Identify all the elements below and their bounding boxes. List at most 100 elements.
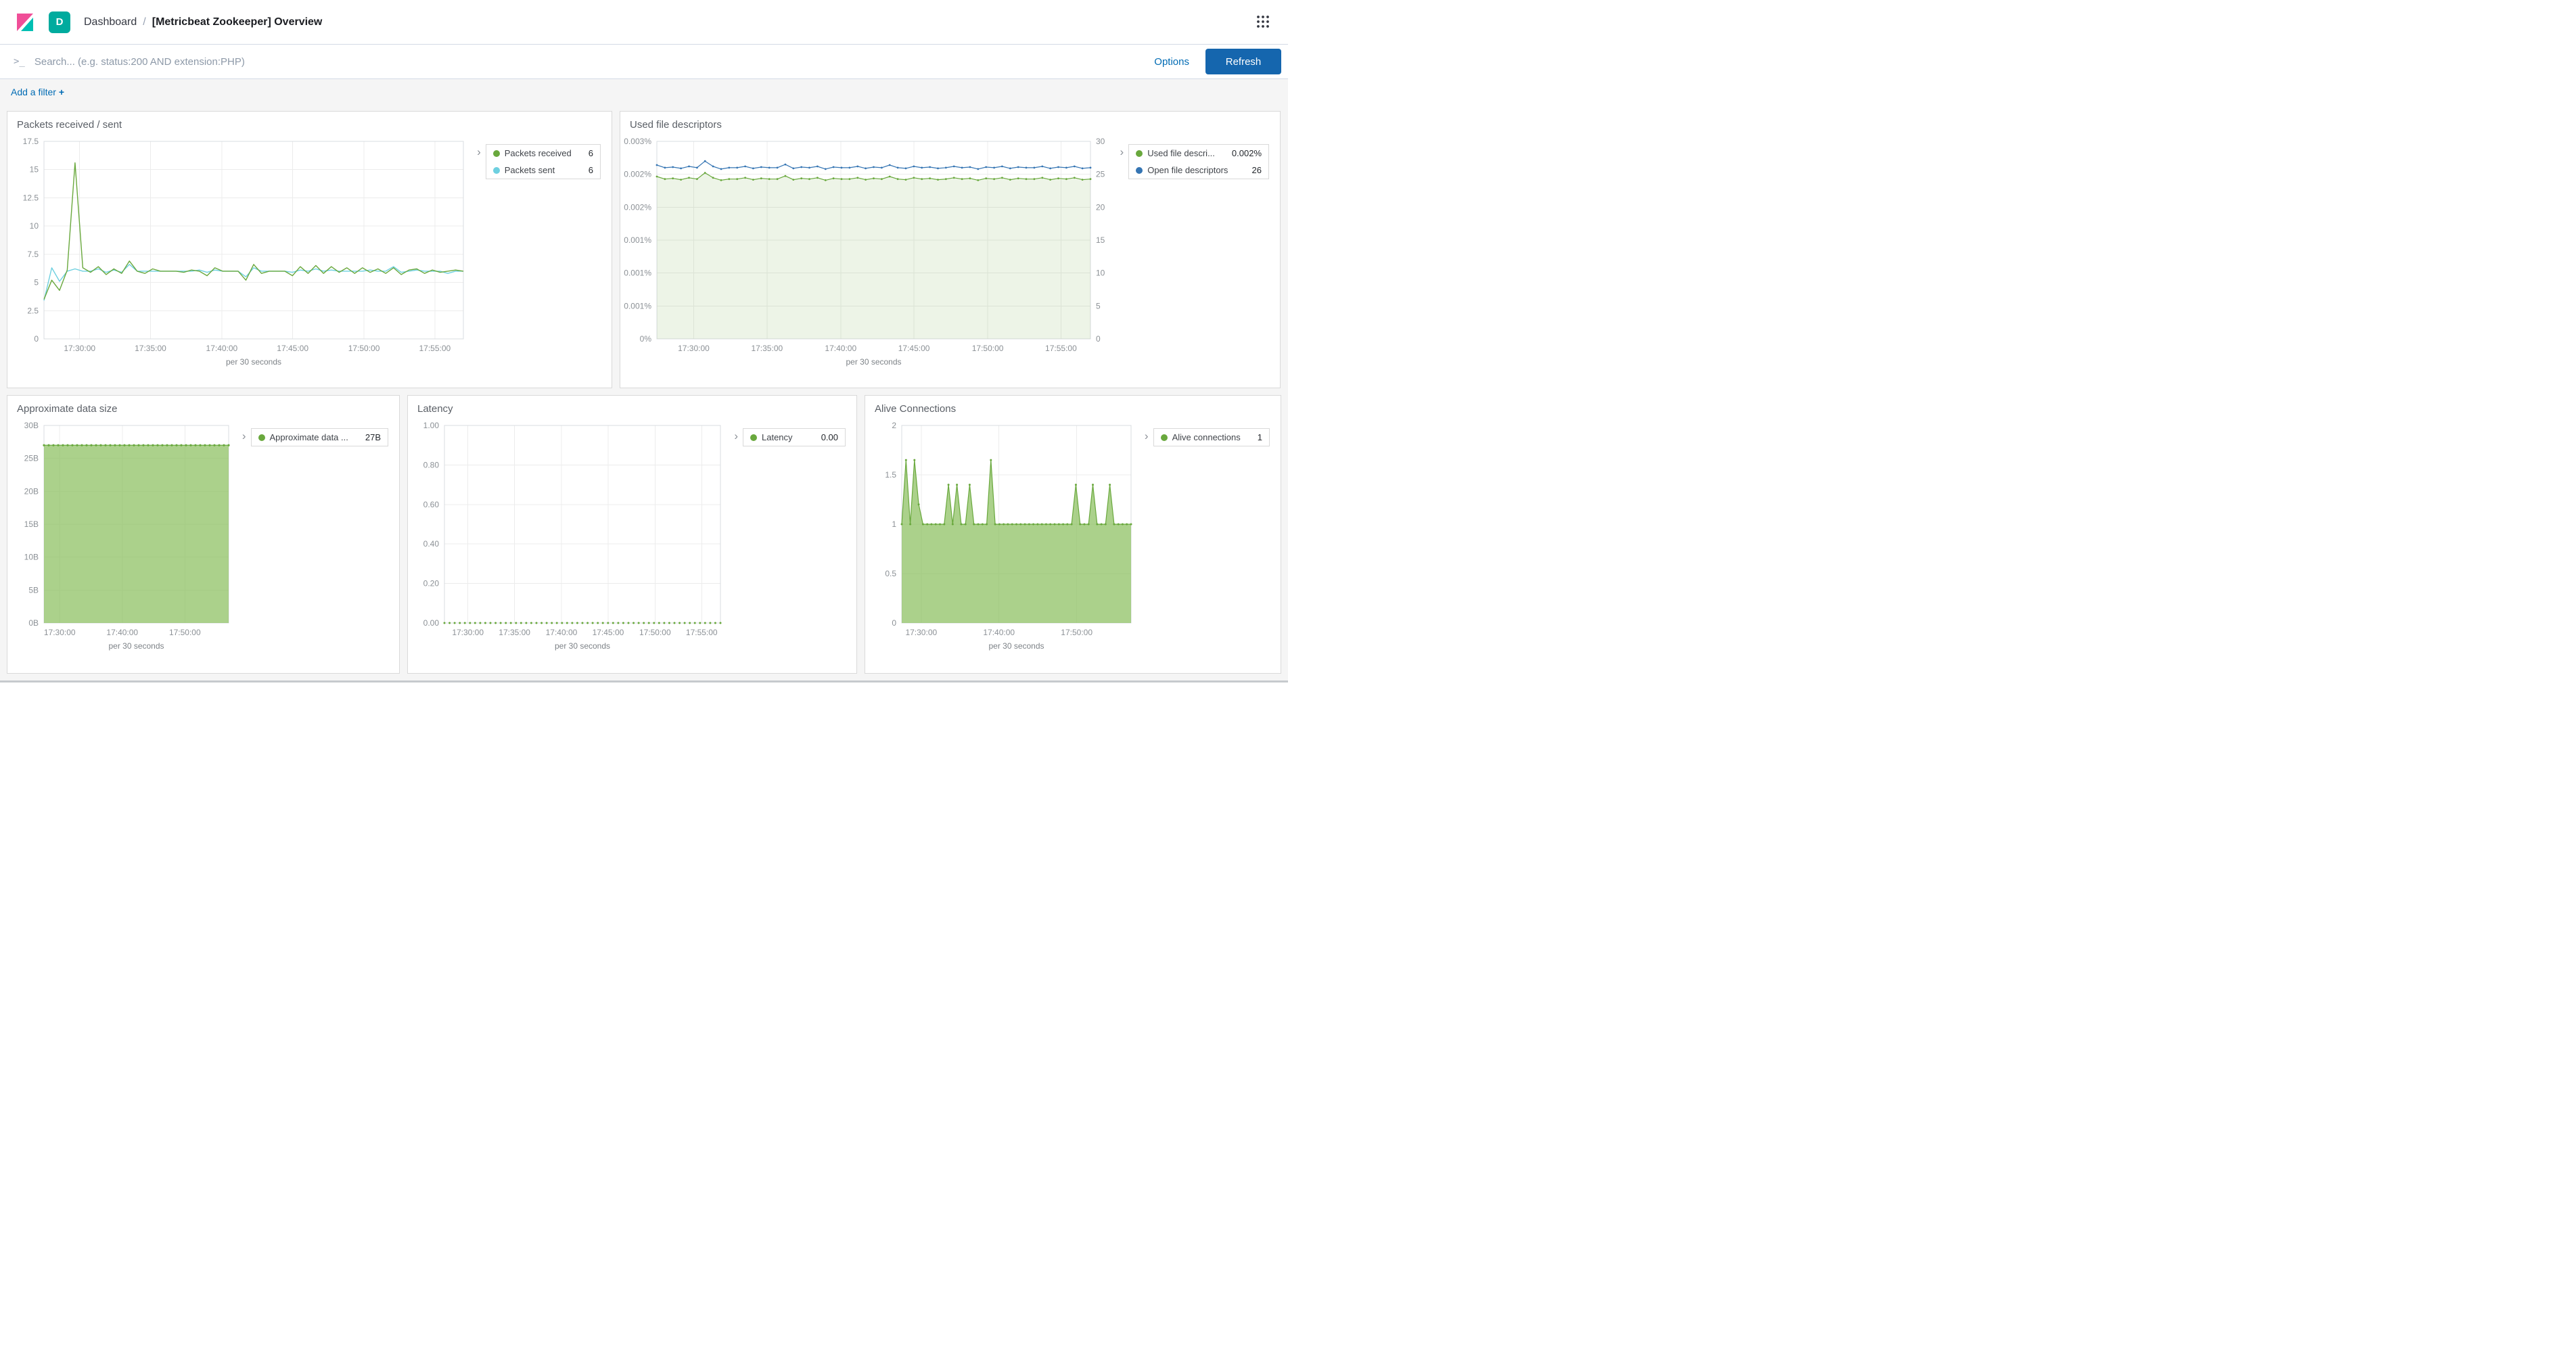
svg-text:5: 5 xyxy=(1096,301,1101,310)
svg-text:0.003%: 0.003% xyxy=(624,137,651,146)
svg-text:12.5: 12.5 xyxy=(23,193,39,202)
chart-canvas[interactable]: 2 1.5 1 0.5 0 17:30:00 17:40:00 17:50:00 per 30 … xyxy=(868,417,1141,655)
add-filter-link[interactable]: Add a filter + xyxy=(11,87,64,97)
svg-text:5: 5 xyxy=(34,278,39,287)
refresh-button[interactable]: Refresh xyxy=(1205,49,1281,74)
legend-value: 27B xyxy=(365,432,381,442)
svg-text:17:50:00: 17:50:00 xyxy=(972,344,1004,353)
svg-text:0.002%: 0.002% xyxy=(624,202,651,212)
chart-canvas[interactable]: 0.003% 0.002% 0.002% 0.001% 0.001% 0.001% 0% 30… xyxy=(623,133,1116,371)
svg-text:17:55:00: 17:55:00 xyxy=(1045,344,1077,353)
legend-item[interactable]: Used file descri... 0.002% xyxy=(1129,145,1268,162)
svg-text:15B: 15B xyxy=(24,519,39,529)
panel-approximate-data-size: Approximate data size 30B 25B 20B 15B 10B 5B 0… xyxy=(7,395,400,674)
svg-text:0.002%: 0.002% xyxy=(624,170,651,179)
svg-text:0B: 0B xyxy=(28,618,39,628)
svg-text:17:55:00: 17:55:00 xyxy=(419,344,451,353)
svg-text:0: 0 xyxy=(1096,334,1101,344)
options-link[interactable]: Options xyxy=(1154,55,1189,68)
svg-text:17:50:00: 17:50:00 xyxy=(169,628,201,637)
legend-collapse-chevron-icon[interactable]: › xyxy=(734,430,738,442)
query-prompt-icon: >_ xyxy=(14,56,25,67)
legend-item[interactable]: Open file descriptors 26 xyxy=(1129,162,1268,179)
svg-text:25B: 25B xyxy=(24,454,39,463)
legend-item[interactable]: Packets received 6 xyxy=(486,145,600,162)
panel-title: Alive Connections xyxy=(875,403,957,415)
panel-packets-received-sent: Packets received / sent 17.5 15 12.5 10 7.5 5… xyxy=(7,111,612,388)
legend-label: Used file descri... xyxy=(1147,148,1215,158)
svg-text:30: 30 xyxy=(1096,137,1105,146)
chart-plot: 17.5 15 12.5 10 7.5 5 2.5 0 17:30:00 17:35:00 17:4… xyxy=(23,137,464,367)
chart-canvas[interactable]: 30B 25B 20B 15B 10B 5B 0B 17:30:00 17:40:00 17:50… xyxy=(10,417,238,655)
svg-text:10B: 10B xyxy=(24,553,39,562)
svg-text:17:50:00: 17:50:00 xyxy=(348,344,380,353)
search-input[interactable] xyxy=(32,55,1147,68)
legend-collapse-chevron-icon[interactable]: › xyxy=(242,430,246,442)
panel-used-file-descriptors: Used file descriptors 0.003% 0.002% 0.002%… xyxy=(620,111,1281,388)
svg-text:0.001%: 0.001% xyxy=(624,235,651,245)
svg-text:per 30 seconds: per 30 seconds xyxy=(846,357,901,367)
panel-body: 30B 25B 20B 15B 10B 5B 0B 17:30:00 17:40:00 17:50… xyxy=(7,416,399,655)
legend-color-dot xyxy=(492,149,500,157)
chart-plot: 0.003% 0.002% 0.002% 0.001% 0.001% 0.001% 0% 30… xyxy=(624,137,1105,367)
svg-text:17:30:00: 17:30:00 xyxy=(905,628,937,637)
legend-item[interactable]: Latency 0.00 xyxy=(743,429,845,446)
legend-item[interactable]: Approximate data ... 27B xyxy=(252,429,388,446)
breadcrumb-dashboard-link[interactable]: Dashboard xyxy=(84,16,137,28)
svg-text:15: 15 xyxy=(1096,235,1105,245)
svg-text:1.00: 1.00 xyxy=(423,421,440,430)
panel-row-bottom: Approximate data size 30B 25B 20B 15B 10B 5B 0… xyxy=(0,395,1288,674)
legend-item[interactable]: Packets sent 6 xyxy=(486,162,600,179)
svg-text:0.001%: 0.001% xyxy=(624,269,651,278)
legend-collapse-chevron-icon[interactable]: › xyxy=(1120,145,1124,158)
legend-value: 0.00 xyxy=(821,432,838,442)
legend-color-dot xyxy=(750,434,757,441)
chart-plot: 2 1.5 1 0.5 0 17:30:00 17:40:00 17:50:00 per 30 … xyxy=(885,421,1132,651)
svg-text:per 30 seconds: per 30 seconds xyxy=(555,641,610,651)
query-bar: >_ Options Refresh xyxy=(0,45,1288,79)
chart-canvas[interactable]: 1.00 0.80 0.60 0.40 0.20 0.00 17:30:00 17:35:00… xyxy=(411,417,730,655)
svg-text:17:40:00: 17:40:00 xyxy=(983,628,1015,637)
chart-canvas[interactable]: 17.5 15 12.5 10 7.5 5 2.5 0 17:30:00 17:35:00 17:4… xyxy=(10,133,473,371)
svg-text:17:55:00: 17:55:00 xyxy=(686,628,718,637)
svg-text:1.5: 1.5 xyxy=(885,470,896,480)
legend-value: 0.002% xyxy=(1231,148,1262,158)
svg-text:17:50:00: 17:50:00 xyxy=(639,628,671,637)
panel-title: Latency xyxy=(417,403,453,415)
svg-text:per 30 seconds: per 30 seconds xyxy=(108,641,164,651)
legend-column: › Latency 0.00 xyxy=(730,417,850,655)
legend-column: › Alive connections 1 xyxy=(1141,417,1274,655)
chart-legend: Used file descri... 0.002% Open file descr… xyxy=(1128,144,1269,179)
legend-color-dot xyxy=(1136,149,1143,157)
apps-grid-icon[interactable] xyxy=(1253,11,1273,32)
svg-text:30B: 30B xyxy=(24,421,39,430)
svg-text:17:45:00: 17:45:00 xyxy=(898,344,930,353)
svg-text:20: 20 xyxy=(1096,202,1105,212)
panel-title: Used file descriptors xyxy=(630,119,722,131)
svg-text:per 30 seconds: per 30 seconds xyxy=(226,357,281,367)
space-badge[interactable]: D xyxy=(49,11,70,33)
legend-label: Open file descriptors xyxy=(1147,165,1228,175)
svg-text:17:30:00: 17:30:00 xyxy=(64,344,95,353)
legend-collapse-chevron-icon[interactable]: › xyxy=(477,145,481,158)
svg-text:2: 2 xyxy=(892,421,896,430)
svg-text:17:30:00: 17:30:00 xyxy=(44,628,76,637)
breadcrumb-current-title: [Metricbeat Zookeeper] Overview xyxy=(152,16,323,28)
dashboard-content: Add a filter + Packets received / sent 1… xyxy=(0,79,1288,682)
legend-item[interactable]: Alive connections 1 xyxy=(1154,429,1269,446)
svg-text:17:50:00: 17:50:00 xyxy=(1061,628,1092,637)
chart-legend: Alive connections 1 xyxy=(1153,428,1270,446)
legend-column: › Used file descri... 0.002% Open file des… xyxy=(1116,133,1273,371)
svg-text:10: 10 xyxy=(30,221,39,231)
svg-text:17:30:00: 17:30:00 xyxy=(452,628,484,637)
svg-text:0%: 0% xyxy=(640,334,652,344)
add-filter-label: Add a filter xyxy=(11,87,56,97)
panel-title: Approximate data size xyxy=(17,403,118,415)
panel-body: 2 1.5 1 0.5 0 17:30:00 17:40:00 17:50:00 per 30 … xyxy=(865,416,1281,655)
breadcrumb: Dashboard / [Metricbeat Zookeeper] Overv… xyxy=(84,16,322,28)
legend-column: › Approximate data ... 27B xyxy=(238,417,392,655)
legend-collapse-chevron-icon[interactable]: › xyxy=(1144,430,1149,442)
kibana-logo-icon[interactable] xyxy=(15,12,35,32)
svg-text:0.5: 0.5 xyxy=(885,569,896,578)
chart-legend: Latency 0.00 xyxy=(743,428,846,446)
